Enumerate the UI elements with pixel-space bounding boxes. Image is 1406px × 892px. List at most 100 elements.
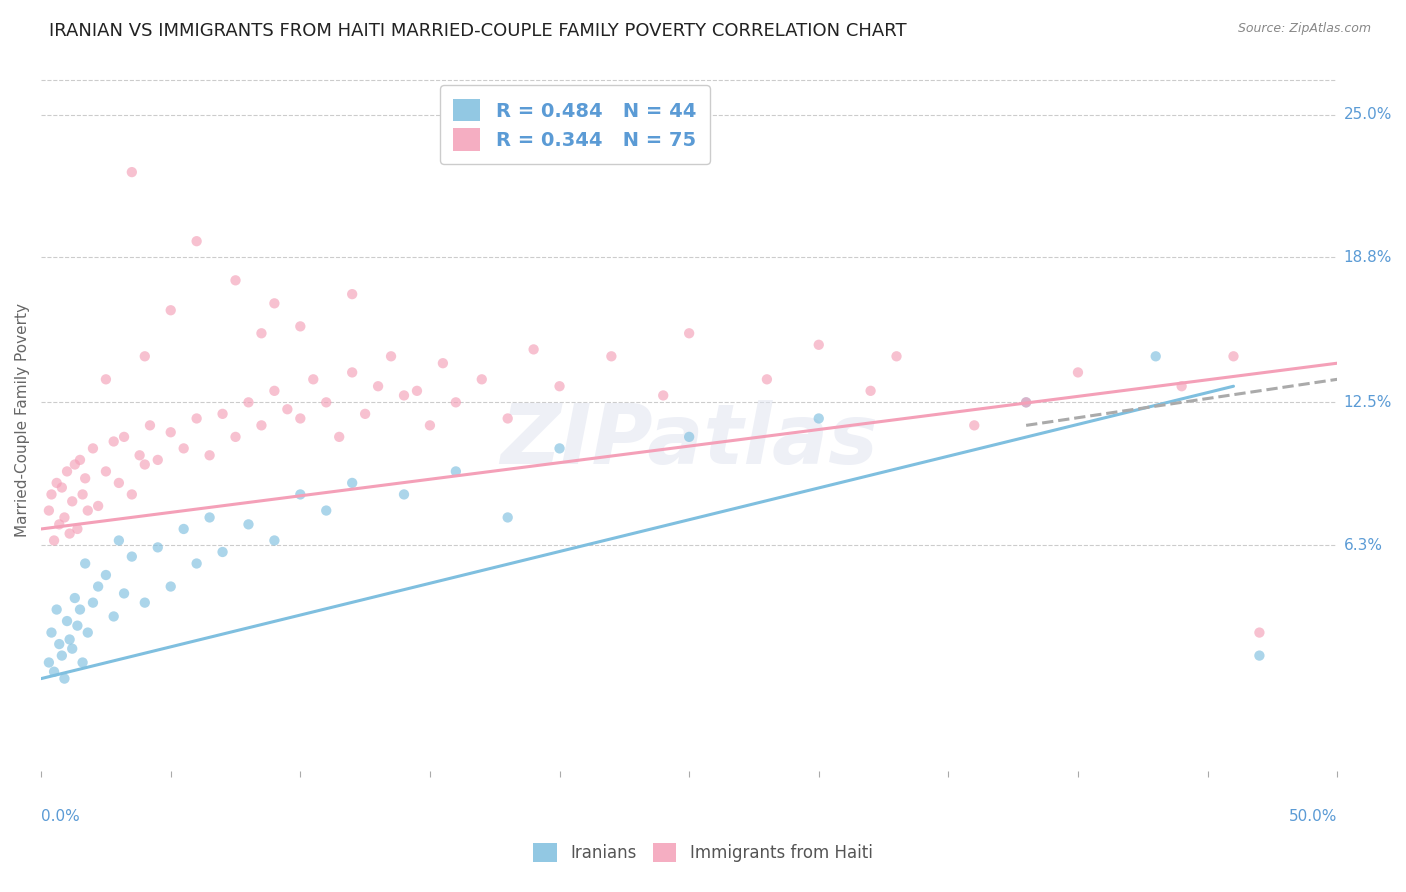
Point xyxy=(108,475,131,490)
Point xyxy=(1249,648,1271,663)
Point xyxy=(66,522,89,536)
Point xyxy=(60,641,83,656)
Point xyxy=(290,487,312,501)
Point xyxy=(69,453,91,467)
Point xyxy=(159,425,181,440)
Point xyxy=(225,273,247,287)
Point xyxy=(94,464,117,478)
Point xyxy=(548,442,571,456)
Point xyxy=(859,384,882,398)
Point xyxy=(302,372,325,386)
Point xyxy=(159,580,181,594)
Point xyxy=(290,319,312,334)
Point xyxy=(315,503,337,517)
Point xyxy=(186,411,208,425)
Point xyxy=(250,326,273,341)
Point xyxy=(48,517,70,532)
Text: 0.0%: 0.0% xyxy=(41,809,80,824)
Point xyxy=(432,356,454,370)
Point xyxy=(392,487,415,501)
Point xyxy=(41,487,63,501)
Point xyxy=(548,379,571,393)
Point xyxy=(225,430,247,444)
Point xyxy=(328,430,350,444)
Point xyxy=(139,418,162,433)
Point xyxy=(238,517,260,532)
Point xyxy=(173,522,195,536)
Point xyxy=(1249,625,1271,640)
Point xyxy=(45,602,67,616)
Point xyxy=(59,526,82,541)
Point xyxy=(186,557,208,571)
Point xyxy=(678,326,700,341)
Point xyxy=(340,475,363,490)
Point xyxy=(1170,379,1192,393)
Point xyxy=(121,549,143,564)
Point xyxy=(45,475,67,490)
Point xyxy=(392,388,415,402)
Text: 25.0%: 25.0% xyxy=(1344,107,1392,122)
Point xyxy=(82,596,104,610)
Point xyxy=(42,533,65,548)
Point xyxy=(315,395,337,409)
Point xyxy=(963,418,986,433)
Point xyxy=(146,541,169,555)
Point xyxy=(159,303,181,318)
Point xyxy=(63,458,86,472)
Point xyxy=(76,625,98,640)
Point xyxy=(94,372,117,386)
Point xyxy=(128,448,150,462)
Text: 6.3%: 6.3% xyxy=(1344,538,1382,552)
Point xyxy=(56,614,79,628)
Point xyxy=(211,407,233,421)
Point xyxy=(53,510,76,524)
Point xyxy=(198,448,221,462)
Point xyxy=(198,510,221,524)
Point xyxy=(600,349,623,363)
Y-axis label: Married-Couple Family Poverty: Married-Couple Family Poverty xyxy=(15,302,30,537)
Point xyxy=(134,349,156,363)
Point xyxy=(276,402,298,417)
Point xyxy=(42,665,65,679)
Point xyxy=(1222,349,1244,363)
Point xyxy=(103,434,125,449)
Point xyxy=(1015,395,1038,409)
Point xyxy=(103,609,125,624)
Point xyxy=(76,503,98,517)
Point xyxy=(678,430,700,444)
Point xyxy=(48,637,70,651)
Point xyxy=(112,430,135,444)
Text: IRANIAN VS IMMIGRANTS FROM HAITI MARRIED-COUPLE FAMILY POVERTY CORRELATION CHART: IRANIAN VS IMMIGRANTS FROM HAITI MARRIED… xyxy=(49,22,907,40)
Point xyxy=(755,372,778,386)
Point xyxy=(108,533,131,548)
Point xyxy=(263,533,285,548)
Point xyxy=(75,471,97,485)
Point xyxy=(173,442,195,456)
Legend: R = 0.484   N = 44, R = 0.344   N = 75: R = 0.484 N = 44, R = 0.344 N = 75 xyxy=(440,86,710,164)
Text: 50.0%: 50.0% xyxy=(1289,809,1337,824)
Point xyxy=(250,418,273,433)
Point xyxy=(367,379,389,393)
Point xyxy=(496,411,519,425)
Point xyxy=(72,656,94,670)
Point xyxy=(238,395,260,409)
Text: ZIPatlas: ZIPatlas xyxy=(501,401,879,481)
Point xyxy=(59,632,82,647)
Point xyxy=(69,602,91,616)
Point xyxy=(886,349,908,363)
Point xyxy=(146,453,169,467)
Point xyxy=(121,165,143,179)
Point xyxy=(652,388,675,402)
Point xyxy=(112,586,135,600)
Point xyxy=(75,557,97,571)
Point xyxy=(51,481,73,495)
Point xyxy=(340,287,363,301)
Point xyxy=(63,591,86,605)
Point xyxy=(496,510,519,524)
Point xyxy=(82,442,104,456)
Text: Source: ZipAtlas.com: Source: ZipAtlas.com xyxy=(1237,22,1371,36)
Point xyxy=(444,464,467,478)
Point xyxy=(56,464,79,478)
Point xyxy=(340,366,363,380)
Point xyxy=(121,487,143,501)
